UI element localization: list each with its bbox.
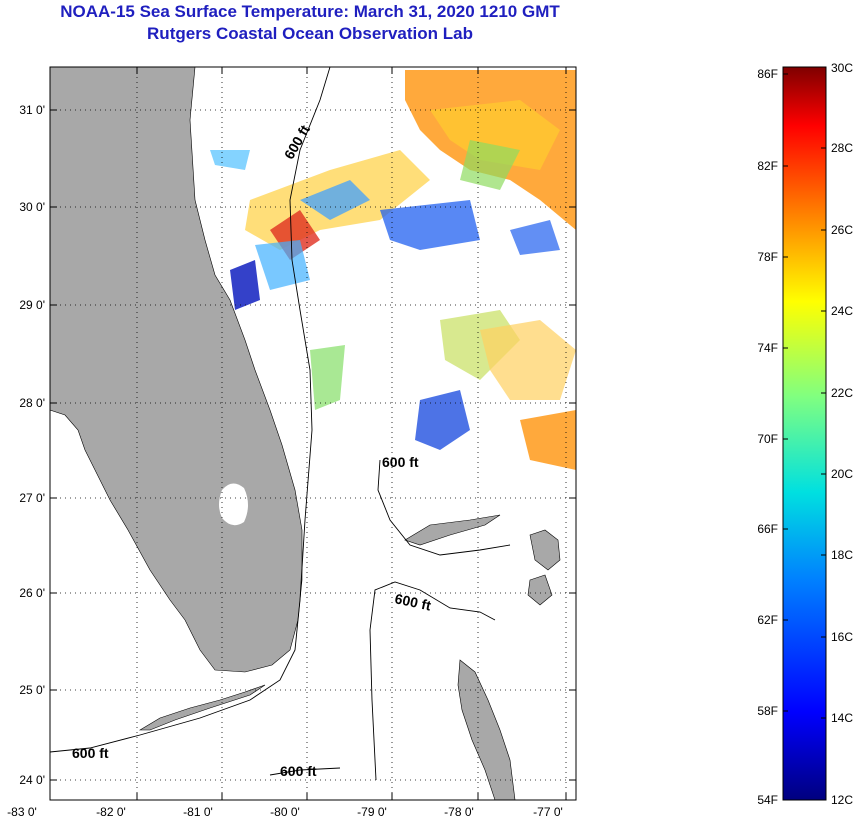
colorbar-f-label: 78F	[757, 250, 778, 264]
colorbar-c-label: 16C	[831, 630, 853, 644]
lon-label: -77 0'	[533, 805, 563, 819]
colorbar-c-label: 20C	[831, 467, 853, 481]
lon-label: -78 0'	[444, 805, 474, 819]
temperature-colorbar	[782, 66, 827, 801]
lat-label: 31 0'	[19, 103, 45, 117]
lat-label: 30 0'	[19, 200, 45, 214]
lat-label: 28 0'	[19, 396, 45, 410]
lon-label: -81 0'	[183, 805, 213, 819]
lat-label: 29 0'	[19, 298, 45, 312]
lat-label: 27 0'	[19, 491, 45, 505]
colorbar-fahrenheit-labels: 86F 82F 78F 74F 70F 66F 62F 58F 54F	[757, 67, 778, 807]
colorbar-f-label: 86F	[757, 67, 778, 81]
lon-label: -80 0'	[270, 805, 300, 819]
latitude-labels: 31 0' 30 0' 29 0' 28 0' 27 0' 26 0' 25 0…	[19, 103, 45, 787]
contour-label-600ft-mid: 600 ft	[382, 454, 419, 470]
colorbar-c-label: 18C	[831, 548, 853, 562]
lake-okeechobee	[219, 483, 248, 526]
colorbar-c-label: 22C	[831, 386, 853, 400]
colorbar-f-label: 82F	[757, 159, 778, 173]
colorbar-ticks	[783, 73, 826, 719]
lat-label: 25 0'	[19, 683, 45, 697]
contour-label-600ft-bottom: 600 ft	[280, 763, 317, 779]
contour-label-600ft-keys: 600 ft	[72, 745, 109, 761]
bathymetry-contours	[49, 66, 511, 781]
colorbar-f-label: 54F	[757, 793, 778, 807]
colorbar-f-label: 74F	[757, 341, 778, 355]
colorbar-c-label: 14C	[831, 711, 853, 725]
map-border	[49, 66, 577, 801]
colorbar-f-label: 70F	[757, 432, 778, 446]
contour-label-600ft-south: 600 ft	[393, 590, 432, 613]
sst-overlay	[210, 70, 576, 470]
colorbar-f-label: 62F	[757, 613, 778, 627]
colorbar-c-label: 24C	[831, 304, 853, 318]
colorbar-f-label: 58F	[757, 704, 778, 718]
map-title: NOAA-15 Sea Surface Temperature: March 3…	[60, 2, 560, 21]
colorbar-c-label: 30C	[831, 61, 853, 75]
colorbar-celsius-labels: 30C 28C 26C 24C 22C 20C 18C 16C 14C 12C	[831, 61, 853, 807]
lon-label: -82 0'	[96, 805, 126, 819]
lat-label: 24 0'	[19, 773, 45, 787]
colorbar-f-label: 66F	[757, 522, 778, 536]
colorbar-c-label: 26C	[831, 223, 853, 237]
lon-label: -79 0'	[357, 805, 387, 819]
bahamas-land	[404, 514, 561, 801]
longitude-labels: -83 0' -82 0' -81 0' -80 0' -79 0' -78 0…	[7, 805, 563, 819]
colorbar-c-label: 12C	[831, 793, 853, 807]
lon-label: -83 0'	[7, 805, 37, 819]
florida-keys	[138, 684, 266, 731]
lat-label: 26 0'	[19, 586, 45, 600]
colorbar-c-label: 28C	[831, 141, 853, 155]
axis-ticks	[50, 67, 576, 800]
map-subtitle: Rutgers Coastal Ocean Observation Lab	[147, 24, 473, 43]
